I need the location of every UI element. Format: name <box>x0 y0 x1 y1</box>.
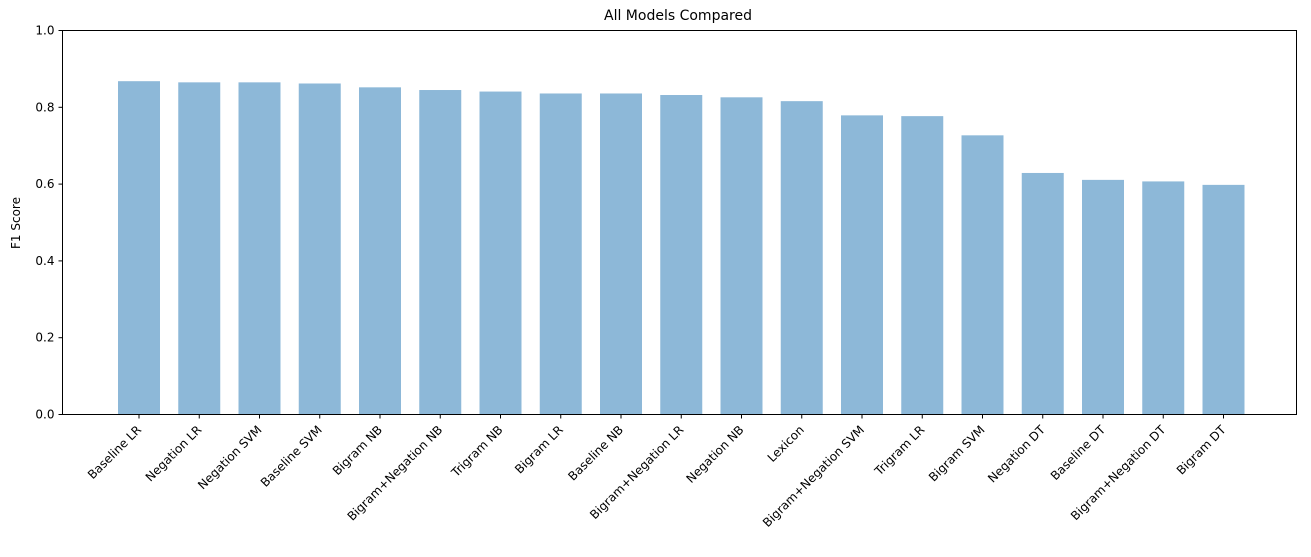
bar <box>901 116 944 415</box>
chart-title: All Models Compared <box>604 8 752 24</box>
bar <box>1021 172 1064 415</box>
x-tick-label: Negation DT <box>985 422 1048 485</box>
bar <box>841 115 883 415</box>
bar <box>720 97 763 415</box>
bar <box>298 83 341 415</box>
x-tick-label: Negation LR <box>143 423 205 485</box>
bar <box>359 87 401 415</box>
x-tick-label: Bigram NB <box>330 423 385 478</box>
bar <box>1202 184 1245 415</box>
bar <box>178 82 221 415</box>
x-tick-label: Lexicon <box>765 423 807 465</box>
x-tick-label: Baseline DT <box>1048 422 1109 483</box>
x-tick-label: Bigram DT <box>1174 422 1229 477</box>
y-tick-label: 0.6 <box>35 177 54 191</box>
bar <box>1082 179 1124 415</box>
bar <box>1142 181 1185 415</box>
bar <box>238 82 281 415</box>
bar <box>118 81 160 415</box>
x-tick-label: Trigram LR <box>871 423 927 479</box>
x-tick-label: Trigram NB <box>448 423 506 481</box>
x-tick-label: Bigram LR <box>512 423 566 477</box>
x-tick-label: Baseline NB <box>565 423 626 484</box>
x-tick-label: Bigram SVM <box>926 423 988 485</box>
bar <box>419 90 462 415</box>
y-tick-label: 0.0 <box>35 408 54 422</box>
y-tick-label: 0.8 <box>35 100 54 114</box>
bar <box>479 91 522 415</box>
y-tick-label: 0.4 <box>35 254 54 268</box>
y-axis-label: F1 Score <box>9 197 23 249</box>
x-tick-label: Bigram+Negation SVM <box>760 423 867 530</box>
bar <box>600 93 642 415</box>
y-axis-ticks: 0.0 0.2 0.4 0.6 0.8 1.0 <box>35 24 63 422</box>
x-tick-label: Baseline LR <box>85 423 144 482</box>
y-tick-label: 1.0 <box>35 24 54 38</box>
bar <box>961 135 1004 415</box>
x-tick-label: Negation SVM <box>195 423 265 493</box>
bar <box>660 95 703 415</box>
x-tick-label: Baseline SVM <box>258 423 325 490</box>
bar <box>539 93 582 415</box>
plot-frame <box>62 30 1297 415</box>
bar <box>780 101 823 415</box>
x-tick-label: Negation NB <box>683 423 746 486</box>
bars-group <box>118 81 1245 415</box>
y-tick-label: 0.2 <box>35 331 54 345</box>
